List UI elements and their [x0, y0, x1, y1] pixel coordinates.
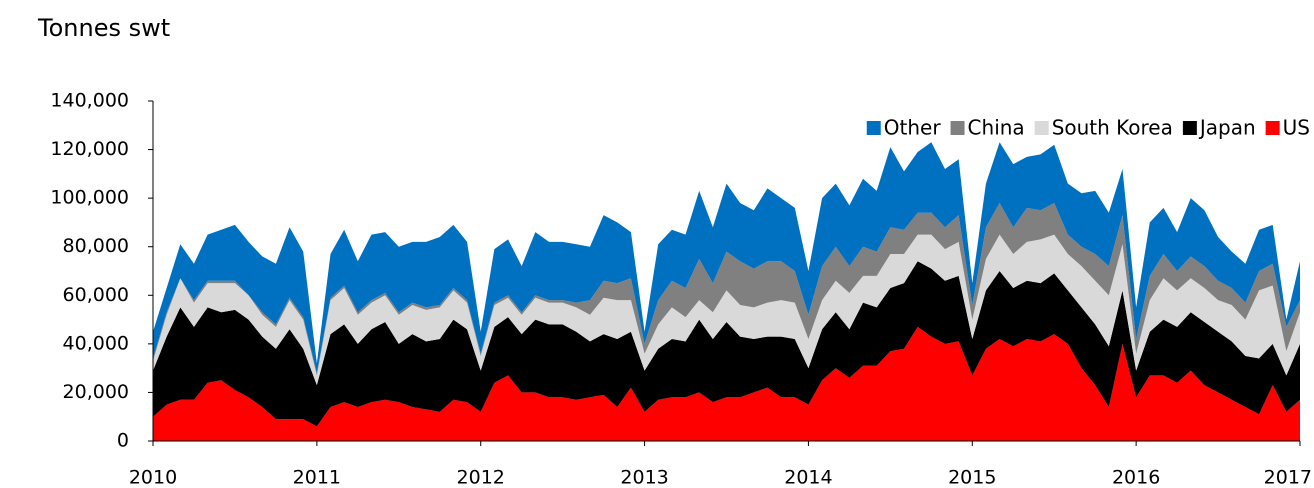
x-tick-label: 2015: [948, 467, 996, 488]
y-tick-label: 40,000: [63, 332, 129, 354]
area: [153, 142, 1300, 373]
legend-label: US: [1283, 116, 1310, 140]
y-tick-label: 140,000: [50, 90, 129, 112]
chart-title: Tonnes swt: [37, 14, 170, 42]
x-tick-label: 2012: [457, 467, 505, 488]
legend-label: Other: [884, 116, 942, 140]
area: [153, 261, 1300, 427]
legend-swatch: [1265, 121, 1280, 135]
x-tick-label: 2017: [1264, 467, 1312, 488]
legend-swatch: [1182, 121, 1197, 135]
y-tick-label: 0: [117, 430, 129, 452]
legend-swatch: [866, 121, 881, 135]
legend-label: Japan: [1198, 116, 1256, 140]
x-tick-label: 2010: [129, 467, 177, 488]
area: [153, 203, 1300, 376]
area: [153, 326, 1300, 441]
legend-label: China: [968, 116, 1025, 140]
x-tick-label: 2013: [620, 467, 668, 488]
y-tick-label: 100,000: [50, 187, 129, 209]
area: [153, 234, 1300, 386]
y-tick-label: 20,000: [63, 381, 129, 403]
legend-label: South Korea: [1052, 116, 1173, 140]
x-tick-label: 2016: [1112, 467, 1160, 488]
y-tick-label: 120,000: [50, 138, 129, 160]
x-tick-label: 2011: [293, 467, 341, 488]
y-tick-label: 80,000: [63, 235, 129, 257]
legend-swatch: [1034, 121, 1049, 135]
x-tick-label: 2014: [784, 467, 832, 488]
y-tick-label: 60,000: [63, 284, 129, 306]
legend-swatch: [950, 121, 965, 135]
legend: Other China South Korea Japan US: [866, 116, 1310, 140]
